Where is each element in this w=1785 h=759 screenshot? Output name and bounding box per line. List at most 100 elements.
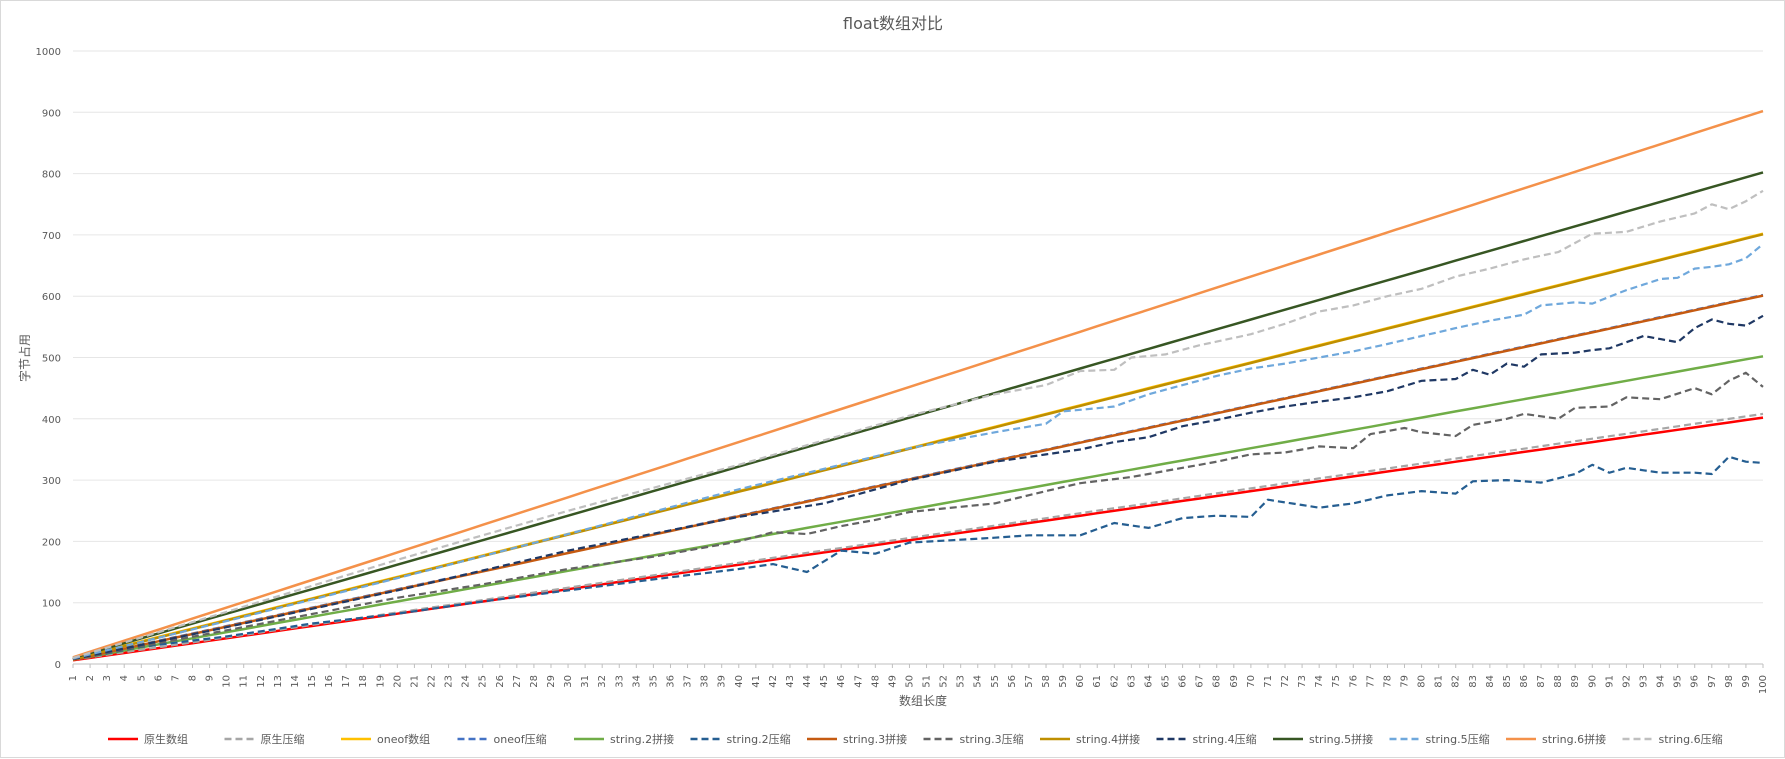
x-tick-label: 68 <box>1212 675 1223 688</box>
x-tick-label: 62 <box>1109 675 1120 688</box>
x-tick-label: 9 <box>205 675 216 681</box>
x-tick-label: 49 <box>887 675 898 688</box>
legend-label: string.5压缩 <box>1426 733 1490 746</box>
legend-label: string.2拼接 <box>610 732 674 746</box>
legend-label: 原生压缩 <box>261 732 305 746</box>
x-tick-label: 13 <box>273 675 284 688</box>
x-tick-label: 35 <box>648 675 659 688</box>
series-line-5 <box>72 355 1764 661</box>
legend-label: string.5拼接 <box>1309 732 1373 746</box>
y-axis-label: 字节占用 <box>17 334 32 382</box>
x-tick-label: 65 <box>1161 675 1172 688</box>
x-tick-label: 44 <box>802 675 813 688</box>
series-line-13 <box>72 109 1764 659</box>
x-tick-label: 57 <box>1024 675 1035 688</box>
x-tick-label: 20 <box>392 675 403 688</box>
x-tick-label: 29 <box>546 675 557 688</box>
y-tick-label: 900 <box>42 108 61 119</box>
x-tick-label: 17 <box>341 675 352 688</box>
y-tick-label: 600 <box>42 292 61 303</box>
x-tick-label: 85 <box>1502 675 1513 688</box>
series-line-12 <box>72 243 1764 660</box>
series-line-10 <box>72 314 1764 661</box>
x-tick-label: 15 <box>307 675 318 688</box>
x-tick-label: 52 <box>939 675 950 688</box>
x-tick-label: 7 <box>170 675 181 681</box>
series-line-2 <box>72 412 1764 661</box>
x-axis-label: 数组长度 <box>899 693 947 708</box>
x-tick-label: 67 <box>1195 675 1206 688</box>
x-tick-label: 84 <box>1485 675 1496 688</box>
x-tick-label: 78 <box>1382 675 1393 688</box>
x-tick-label: 11 <box>239 675 250 688</box>
series-lines <box>72 109 1764 662</box>
series-line-11 <box>72 171 1764 660</box>
x-tick-label: 32 <box>597 675 608 688</box>
x-tick-label: 92 <box>1621 675 1632 688</box>
series-line-14 <box>72 189 1764 659</box>
x-tick-label: 12 <box>256 675 267 688</box>
x-tick-label: 72 <box>1280 675 1291 688</box>
x-tick-label: 91 <box>1604 675 1615 688</box>
x-tick-label: 81 <box>1434 675 1445 688</box>
y-tick-label: 1000 <box>36 47 61 58</box>
y-tick-label: 0 <box>55 660 61 671</box>
x-tick-label: 27 <box>512 675 523 688</box>
x-tick-label: 86 <box>1519 675 1530 688</box>
x-tick-label: 42 <box>768 675 779 688</box>
x-tick-label: 41 <box>751 675 762 688</box>
x-tick-label: 77 <box>1365 675 1376 688</box>
legend: 原生数组 原生压缩 oneof数组 oneof压缩 string.2拼接 string.2… <box>108 732 1723 746</box>
x-tick-label: 18 <box>358 675 369 688</box>
x-tick-label: 5 <box>136 675 147 681</box>
y-tick-label: 700 <box>42 231 61 242</box>
y-tick-label: 500 <box>42 354 61 365</box>
x-tick-label: 39 <box>717 675 728 688</box>
x-tick-label: 48 <box>870 675 881 688</box>
legend-label: string.4拼接 <box>1076 732 1140 746</box>
legend-label: string.6拼接 <box>1542 732 1606 746</box>
x-tick-label: 75 <box>1331 675 1342 688</box>
x-tick-label: 43 <box>785 675 796 688</box>
x-tick-label: 28 <box>529 675 540 688</box>
series-line-6 <box>72 455 1764 661</box>
x-tick-label: 14 <box>290 675 301 688</box>
x-tick-label: 76 <box>1348 675 1359 688</box>
x-tick-label: 23 <box>444 675 455 688</box>
x-tick-label: 73 <box>1297 675 1308 688</box>
x-tick-label: 36 <box>665 675 676 688</box>
x-tick-label: 53 <box>956 675 967 688</box>
legend-label: string.3压缩 <box>960 733 1024 746</box>
x-tick-label: 1 <box>68 675 79 681</box>
x-axis-ticks: 1 2 3 4 5 6 7 8 9 10 11 12 13 14 15 16 17 18 19 20 21 22 23 24 2… <box>68 664 1769 694</box>
x-tick-label: 31 <box>580 675 591 688</box>
x-tick-label: 45 <box>819 675 830 688</box>
x-tick-label: 37 <box>683 675 694 688</box>
x-tick-label: 40 <box>734 675 745 688</box>
x-tick-label: 46 <box>836 675 847 688</box>
legend-label: string.3拼接 <box>843 732 907 746</box>
x-tick-label: 10 <box>222 675 233 688</box>
x-tick-label: 70 <box>1246 675 1257 688</box>
grid <box>73 50 1763 665</box>
x-tick-label: 63 <box>1126 675 1137 688</box>
x-tick-label: 61 <box>1092 675 1103 688</box>
x-tick-label: 2 <box>85 675 96 681</box>
x-tick-label: 64 <box>1143 675 1154 688</box>
y-tick-label: 200 <box>42 537 61 548</box>
x-tick-label: 100 <box>1758 675 1769 694</box>
series-line-8 <box>72 371 1764 661</box>
legend-label: oneof压缩 <box>494 733 547 746</box>
x-tick-label: 58 <box>1041 675 1052 688</box>
x-tick-label: 16 <box>324 675 335 688</box>
x-tick-label: 87 <box>1536 675 1547 688</box>
x-tick-label: 74 <box>1314 675 1325 688</box>
chart-title: float数组对比 <box>843 14 943 33</box>
legend-label: oneof数组 <box>377 732 430 746</box>
x-tick-label: 71 <box>1263 675 1274 688</box>
y-axis-ticks: 0 100 200 300 400 500 600 700 800 900 1000 <box>36 47 61 671</box>
legend-label: string.2压缩 <box>727 733 791 746</box>
y-tick-label: 300 <box>42 476 61 487</box>
x-tick-label: 22 <box>426 675 437 688</box>
